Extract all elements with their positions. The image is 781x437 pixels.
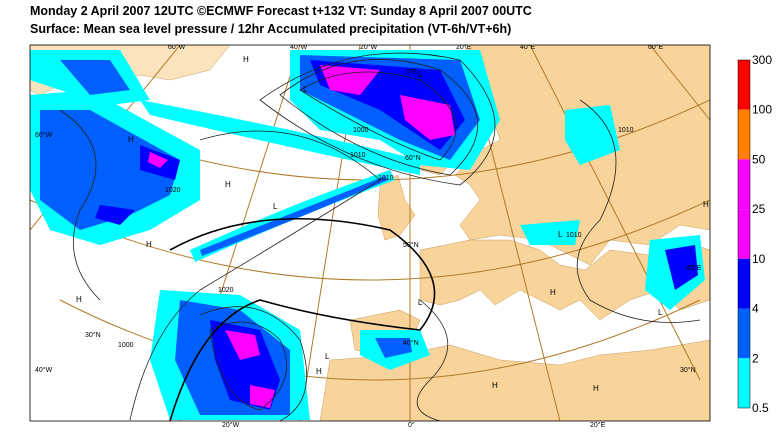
map-label: 60°W	[35, 131, 53, 139]
map-area: 60°W 40°W 20°W 0°E 20°E 40°E 60°E 60°E 40°E 60°W 4…	[30, 43, 729, 421]
pressure-centre: H	[128, 135, 134, 144]
map-label: 20°E	[590, 421, 606, 429]
legend-swatch	[738, 258, 750, 309]
pressure-centre: H	[225, 180, 231, 189]
map-labels: 60°W 40°W 20°W 0°E 20°E 40°E 60°E 60°E 40°E 60°W 4…	[35, 43, 729, 393]
map-label: 40°E	[520, 43, 536, 51]
map-label: 60°W	[168, 43, 186, 51]
map-label: 30°N	[680, 366, 696, 374]
map-label: 50°N	[403, 241, 419, 249]
map-label: 60°E	[648, 43, 664, 51]
map-label: 60°N	[405, 154, 421, 162]
map-label: 1010	[618, 127, 634, 134]
legend-swatch	[738, 60, 750, 110]
pressure-centre: H	[76, 295, 82, 304]
pressure-centre: H	[550, 288, 556, 297]
legend: 300 100 50 25 10 4 2 0.5	[737, 53, 772, 415]
legend-label: 2	[752, 351, 759, 365]
legend-swatch	[738, 358, 750, 408]
map-label: 20°W	[360, 43, 378, 51]
pressure-centre: H	[243, 55, 249, 64]
pressure-centre: H	[492, 381, 498, 390]
legend-label: 50	[752, 152, 766, 166]
map-label: 40°W	[35, 366, 53, 374]
legend-label: 10	[752, 252, 766, 266]
map-frame	[29, 44, 711, 422]
map-label: 20°W	[222, 421, 240, 429]
pressure-centre: L	[418, 70, 423, 79]
pressure-centre: H	[146, 240, 152, 249]
legend-label: 4	[752, 302, 759, 316]
map-label: 1000	[353, 127, 369, 134]
legend-label: 100	[752, 103, 772, 117]
map-label: 20°E	[456, 43, 472, 51]
map-label: 1020	[218, 287, 234, 294]
map-label: 0°	[408, 421, 415, 429]
pressure-centre: L	[303, 85, 308, 94]
precipitation	[30, 50, 705, 420]
legend-label: 0.5	[752, 401, 769, 415]
legend-label: 300	[752, 53, 772, 67]
legend-label: 25	[752, 202, 766, 216]
pressure-centre: H	[593, 384, 599, 393]
map-label: 30°N	[85, 331, 101, 339]
legend-swatch	[738, 308, 750, 359]
title-line-1: Monday 2 April 2007 12UTC ©ECMWF Forecas…	[30, 4, 532, 18]
map-label: 40°N	[403, 339, 419, 347]
pressure-centre: H	[316, 367, 322, 376]
map-label: 40°E	[686, 264, 702, 272]
pressure-centre: H	[703, 200, 709, 209]
pressure-centre: L	[325, 352, 330, 361]
isobars	[59, 52, 701, 421]
map-label: 0°E	[406, 68, 418, 76]
pressure-centre: L	[658, 308, 663, 317]
map-label: 1010	[566, 232, 582, 239]
map-label: 1010	[378, 175, 394, 182]
legend-swatch	[738, 209, 750, 259]
map-label: 40°W	[290, 43, 308, 51]
legend-swatch	[738, 159, 750, 210]
pressure-centre: L	[418, 298, 423, 307]
map-label: 1020	[165, 187, 181, 194]
map-label: 1000	[118, 342, 134, 349]
pressure-centre: L	[273, 202, 278, 211]
map-label: 1010	[350, 152, 366, 159]
map-label: 60°E	[713, 81, 729, 89]
legend-swatch	[738, 109, 750, 160]
pressure-centre: L	[558, 230, 563, 239]
title-line-2: Surface: Mean sea level pressure / 12hr …	[30, 22, 511, 36]
legend-frame	[737, 59, 751, 409]
